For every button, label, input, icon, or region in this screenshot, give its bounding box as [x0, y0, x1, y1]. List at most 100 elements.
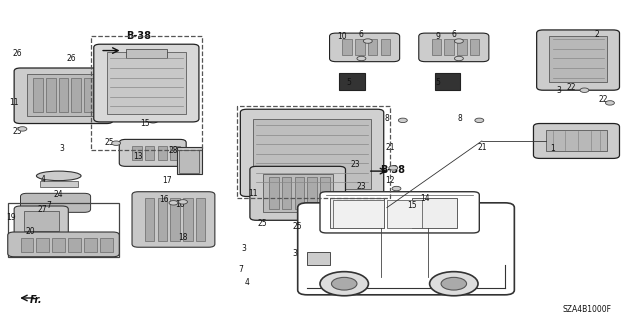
Bar: [339, 73, 365, 90]
Ellipse shape: [36, 171, 81, 180]
Text: 9: 9: [435, 32, 440, 41]
Text: 23: 23: [350, 160, 360, 169]
Bar: [546, 130, 607, 151]
Bar: [36, 238, 49, 252]
Text: 11: 11: [248, 189, 258, 198]
Bar: [307, 178, 317, 209]
Bar: [84, 238, 97, 252]
Bar: [157, 198, 167, 241]
Circle shape: [148, 118, 158, 123]
Text: 28: 28: [169, 146, 178, 155]
Circle shape: [169, 201, 178, 205]
Text: 10: 10: [337, 32, 347, 41]
Bar: [368, 39, 378, 55]
Bar: [46, 77, 56, 112]
Text: 15: 15: [408, 202, 417, 211]
Circle shape: [357, 56, 366, 61]
Circle shape: [320, 272, 369, 296]
Bar: [170, 146, 180, 160]
Circle shape: [392, 186, 401, 191]
Bar: [100, 238, 113, 252]
Text: 3: 3: [241, 244, 246, 253]
Bar: [179, 149, 199, 173]
Text: 27: 27: [38, 205, 47, 214]
Bar: [145, 146, 154, 160]
Text: 16: 16: [159, 195, 169, 204]
Text: 5: 5: [346, 78, 351, 87]
Text: 16: 16: [175, 200, 184, 209]
Bar: [59, 77, 68, 112]
FancyBboxPatch shape: [241, 109, 384, 196]
Text: 18: 18: [179, 233, 188, 242]
Bar: [412, 198, 457, 228]
FancyBboxPatch shape: [20, 193, 91, 212]
Bar: [435, 73, 460, 90]
Text: 25: 25: [258, 219, 268, 228]
Text: 25: 25: [105, 138, 115, 147]
Bar: [355, 39, 365, 55]
Text: 19: 19: [6, 212, 16, 222]
Bar: [320, 178, 330, 209]
Bar: [294, 178, 304, 209]
Text: 3: 3: [292, 249, 297, 258]
FancyBboxPatch shape: [298, 203, 515, 295]
FancyBboxPatch shape: [419, 33, 489, 62]
Text: 3: 3: [557, 86, 561, 95]
Text: 21: 21: [477, 143, 487, 152]
Bar: [333, 200, 384, 228]
Text: 6: 6: [359, 30, 364, 39]
Text: 12: 12: [385, 176, 395, 185]
Bar: [269, 178, 278, 209]
Bar: [549, 36, 607, 82]
Circle shape: [475, 118, 484, 123]
Circle shape: [429, 272, 478, 296]
Bar: [106, 52, 186, 114]
FancyBboxPatch shape: [537, 30, 620, 90]
Circle shape: [454, 56, 463, 61]
Text: 25: 25: [293, 222, 303, 231]
Circle shape: [454, 39, 463, 43]
Bar: [132, 146, 141, 160]
FancyBboxPatch shape: [14, 206, 68, 236]
Bar: [68, 238, 81, 252]
Text: 8: 8: [458, 114, 463, 123]
FancyBboxPatch shape: [320, 192, 479, 233]
Text: Fr.: Fr.: [30, 295, 43, 305]
Circle shape: [332, 277, 357, 290]
FancyBboxPatch shape: [14, 68, 113, 124]
Bar: [170, 198, 180, 241]
Bar: [342, 39, 352, 55]
Bar: [20, 238, 33, 252]
Circle shape: [605, 101, 614, 105]
Bar: [52, 238, 65, 252]
Circle shape: [389, 166, 397, 170]
Bar: [72, 77, 81, 112]
Bar: [157, 146, 167, 160]
Text: 14: 14: [420, 194, 430, 203]
FancyBboxPatch shape: [534, 124, 620, 158]
Bar: [177, 147, 202, 174]
Text: 3: 3: [60, 144, 65, 153]
Text: 26: 26: [67, 54, 76, 63]
Text: 23: 23: [356, 182, 366, 191]
Circle shape: [179, 200, 188, 204]
Bar: [84, 77, 94, 112]
Bar: [262, 174, 333, 212]
Text: 26: 26: [13, 49, 22, 58]
Bar: [330, 198, 384, 228]
Bar: [33, 77, 43, 112]
Bar: [431, 39, 441, 55]
Bar: [91, 36, 202, 150]
Text: 8: 8: [385, 114, 389, 123]
Text: 20: 20: [25, 227, 35, 236]
Text: 2: 2: [595, 30, 600, 39]
FancyBboxPatch shape: [250, 166, 346, 220]
Text: 11: 11: [10, 99, 19, 108]
Text: 22: 22: [567, 83, 577, 92]
Text: 13: 13: [134, 152, 143, 161]
Circle shape: [398, 118, 407, 123]
FancyBboxPatch shape: [119, 140, 186, 166]
Bar: [183, 198, 193, 241]
Text: 7: 7: [238, 265, 243, 274]
Bar: [253, 119, 371, 188]
